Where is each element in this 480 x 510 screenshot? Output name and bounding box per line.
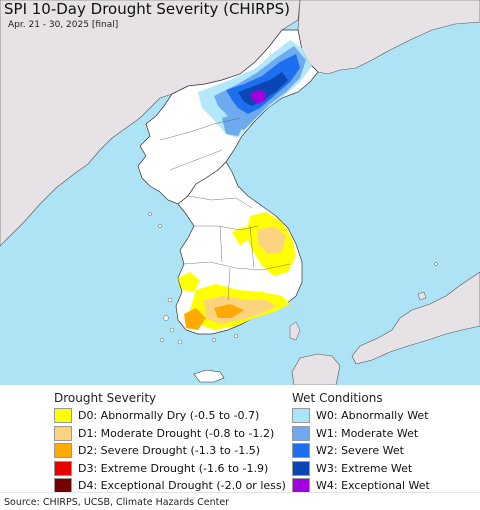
legend-item-d3: D3: Extreme Drought (-1.6 to -1.9) (54, 460, 286, 478)
wet-w4-north (250, 90, 266, 104)
japan-honshu (351, 271, 480, 365)
tsushima (289, 321, 301, 341)
legend-item-d2: D2: Severe Drought (-1.3 to -1.5) (54, 442, 286, 460)
swatch-w3 (292, 460, 310, 476)
dry-d2-south (214, 304, 244, 318)
oki-islands (417, 291, 427, 301)
drought-map (0, 0, 480, 385)
wet-w3-north (238, 72, 288, 106)
legend-item-d4: D4: Exceptional Drought (-2.0 or less) (54, 477, 286, 495)
drought-legend: Drought Severity D0: Abnormally Dry (-0.… (54, 389, 286, 495)
legend-item-w4: W4: Exceptional Wet (292, 477, 430, 495)
swatch-w4 (292, 478, 310, 494)
swatch-w0 (292, 408, 310, 424)
legend-label-w0: W0: Abnormally Wet (316, 409, 429, 423)
dry-d0-sw (178, 272, 200, 292)
swatch-d3 (54, 460, 72, 476)
legend-label-d4: D4: Exceptional Drought (-2.0 or less) (78, 479, 286, 493)
swatch-d2 (54, 443, 72, 459)
legend: Drought Severity D0: Abnormally Dry (-0.… (0, 385, 480, 510)
legend-label-d0: D0: Abnormally Dry (-0.5 to -0.7) (78, 409, 260, 423)
drought-legend-title: Drought Severity (54, 391, 157, 405)
wet-legend: Wet Conditions W0: Abnormally Wet W1: Mo… (292, 389, 430, 495)
legend-item-w2: W2: Severe Wet (292, 442, 430, 460)
map-title: SPI 10-Day Drought Severity (CHIRPS) (4, 0, 290, 18)
west-islands (148, 212, 438, 345)
legend-item-w3: W3: Extreme Wet (292, 460, 430, 478)
legend-label-w3: W3: Extreme Wet (316, 461, 413, 475)
legend-label-w1: W1: Moderate Wet (316, 426, 419, 440)
legend-item-w1: W1: Moderate Wet (292, 425, 430, 443)
wet-w1-central (222, 114, 244, 136)
dry-d1-east (258, 226, 286, 254)
legend-label-d3: D3: Extreme Drought (-1.6 to -1.9) (78, 461, 269, 475)
wet-w0-west (130, 124, 146, 138)
legend-item-d0: D0: Abnormally Dry (-0.5 to -0.7) (54, 407, 286, 425)
map-subtitle: Apr. 21 - 30, 2025 [final] (8, 20, 119, 30)
swatch-d1 (54, 425, 72, 441)
legend-item-d1: D1: Moderate Drought (-0.8 to -1.2) (54, 425, 286, 443)
swatch-d0 (54, 408, 72, 424)
source-divider (0, 492, 480, 493)
legend-label-d2: D2: Severe Drought (-1.3 to -1.5) (78, 444, 261, 458)
legend-label-w2: W2: Severe Wet (316, 444, 404, 458)
dry-d0-mid (232, 226, 250, 246)
swatch-w2 (292, 443, 310, 459)
japan-kyushu (291, 353, 341, 385)
swatch-w1 (292, 425, 310, 441)
swatch-d4 (54, 478, 72, 494)
legend-label-w4: W4: Exceptional Wet (316, 479, 430, 493)
legend-item-w0: W0: Abnormally Wet (292, 407, 430, 425)
legend-label-d1: D1: Moderate Drought (-0.8 to -1.2) (78, 426, 275, 440)
province-boundaries (159, 117, 291, 301)
wet-legend-title: Wet Conditions (292, 391, 383, 405)
jeju-island (193, 369, 225, 383)
source-note: Source: CHIRPS, UCSB, Climate Hazards Ce… (4, 497, 230, 508)
dry-d2-sw (184, 308, 206, 330)
